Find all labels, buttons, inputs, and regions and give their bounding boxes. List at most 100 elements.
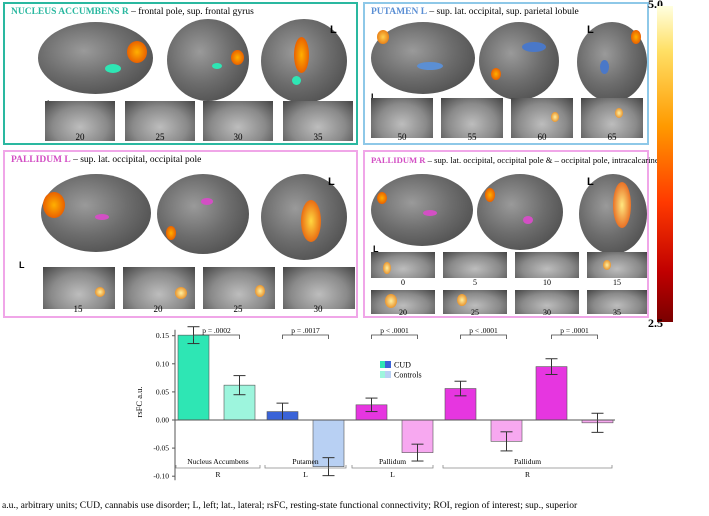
- activation-blob: [231, 50, 244, 65]
- brain-slice: [203, 101, 273, 141]
- side-label: L: [330, 24, 337, 36]
- brain-lateral-view: [371, 174, 473, 246]
- slice-number: 20: [153, 304, 163, 314]
- slice-number: 55: [467, 132, 477, 142]
- brain-slice: [443, 252, 507, 278]
- brain-slice: [441, 98, 503, 138]
- x-group-label: Putamen: [292, 457, 318, 466]
- significance-bracket: [551, 334, 598, 339]
- slice-number: 60: [537, 132, 547, 142]
- activation-blob: [631, 30, 641, 44]
- seed-blob: [417, 62, 443, 70]
- side-label: L: [328, 176, 335, 188]
- footnote: a.u., arbitrary units; CUD, cannabis use…: [2, 500, 578, 511]
- y-tick-label: -0.10: [153, 472, 169, 481]
- x-group-bracket: [175, 465, 261, 469]
- x-group-side: L: [303, 470, 308, 479]
- activation-blob: [166, 226, 176, 240]
- brain-slice: [371, 98, 433, 138]
- brain-slice: [443, 290, 507, 314]
- brain-slice: [587, 252, 647, 278]
- panel-region: PALLIDUM R: [371, 155, 426, 165]
- y-axis-label: rsFC a.u.: [134, 387, 144, 418]
- seed-blob: [95, 214, 109, 220]
- activation-blob: [603, 260, 611, 270]
- x-group-bracket: [351, 465, 434, 469]
- x-group-label: Pallidum: [379, 457, 406, 466]
- seed-blob: [423, 210, 437, 216]
- slice-number: 30: [233, 132, 243, 142]
- panel-region: PUTAMEN L: [371, 7, 428, 17]
- p-value-label: p < .0001: [469, 326, 498, 335]
- panel-putamen: PUTAMEN L – sup. lat. occipital, sup. pa…: [363, 2, 649, 145]
- significance-bracket: [371, 334, 418, 339]
- brain-slice: [45, 101, 115, 141]
- activation-blob: [377, 30, 389, 44]
- legend-swatch: [385, 361, 391, 368]
- x-group-side: R: [525, 470, 530, 479]
- activation-blob: [383, 262, 391, 274]
- panel-pallidum-left: PALLIDUM L – sup. lat. occipital, occipi…: [3, 150, 358, 318]
- y-tick-label: -0.05: [153, 444, 169, 453]
- panel-desc: – frontal pole, sup. frontal gyrus: [131, 7, 254, 17]
- activation-blob: [301, 200, 321, 242]
- slice-number: 65: [607, 132, 617, 142]
- x-group-label: Pallidum: [514, 457, 541, 466]
- legend-swatch: [380, 361, 385, 368]
- p-value-label: p = .0002: [202, 326, 231, 335]
- slice-number: 35: [613, 308, 621, 317]
- activation-blob: [255, 285, 265, 297]
- panel-title: NUCLEUS ACCUMBENS R – frontal pole, sup.…: [11, 7, 254, 17]
- brain-slice: [515, 290, 579, 314]
- legend-label: Controls: [394, 371, 422, 380]
- slice-number: 20: [75, 132, 85, 142]
- slice-number: 0: [401, 278, 405, 287]
- seed-blob: [522, 42, 546, 52]
- panel-desc: – sup. lat. occipital, occipital pole & …: [427, 155, 659, 165]
- brain-slice: [511, 98, 573, 138]
- x-group-bracket: [442, 465, 613, 469]
- x-group-label: Nucleus Accumbens: [187, 457, 249, 466]
- seed-blob: [600, 60, 609, 74]
- activation-blob: [615, 108, 623, 118]
- activation-blob: [491, 68, 501, 80]
- x-group-side: L: [390, 470, 395, 479]
- panel-title: PALLIDUM R – sup. lat. occipital, occipi…: [371, 155, 659, 165]
- brain-slice: [283, 101, 353, 141]
- seed-blob: [201, 198, 213, 205]
- legend-label: CUD: [394, 361, 411, 370]
- significance-bracket: [460, 334, 507, 339]
- seed-blob: [212, 63, 222, 69]
- y-tick-label: 0.15: [156, 331, 169, 340]
- brain-axial-view: [157, 174, 249, 254]
- activation-blob: [613, 182, 631, 228]
- brain-slice: [581, 98, 643, 138]
- panel-nucleus-accumbens: NUCLEUS ACCUMBENS R – frontal pole, sup.…: [3, 2, 358, 145]
- activation-blob: [551, 112, 559, 122]
- colorbar: [657, 6, 673, 322]
- activation-blob: [127, 41, 147, 63]
- side-label: L: [19, 260, 25, 270]
- bar-cud: [177, 334, 210, 421]
- legend-swatch: [385, 371, 391, 378]
- activation-blob: [385, 294, 397, 308]
- brain-axial-view: [477, 174, 563, 250]
- y-tick-label: 0.05: [156, 387, 169, 396]
- slice-number: 5: [473, 278, 477, 287]
- panel-title: PALLIDUM L – sup. lat. occipital, occipi…: [11, 155, 201, 165]
- side-label: L: [587, 24, 594, 36]
- slice-number: 15: [613, 278, 621, 287]
- legend-swatch: [380, 371, 385, 378]
- panel-desc: – sup. lat. occipital, occipital pole: [73, 155, 202, 165]
- seed-blob: [523, 216, 533, 224]
- brain-slice: [371, 252, 435, 278]
- p-value-label: p = .0017: [291, 326, 320, 335]
- side-label: L: [587, 176, 594, 188]
- brain-axial-view: [479, 22, 559, 100]
- colorbar-max-label: 5.0: [648, 0, 663, 11]
- brain-slice: [43, 267, 115, 309]
- p-value-label: p = .0001: [560, 326, 589, 335]
- slice-number: 15: [73, 304, 83, 314]
- slice-number: 25: [233, 304, 243, 314]
- slice-number: 25: [155, 132, 165, 142]
